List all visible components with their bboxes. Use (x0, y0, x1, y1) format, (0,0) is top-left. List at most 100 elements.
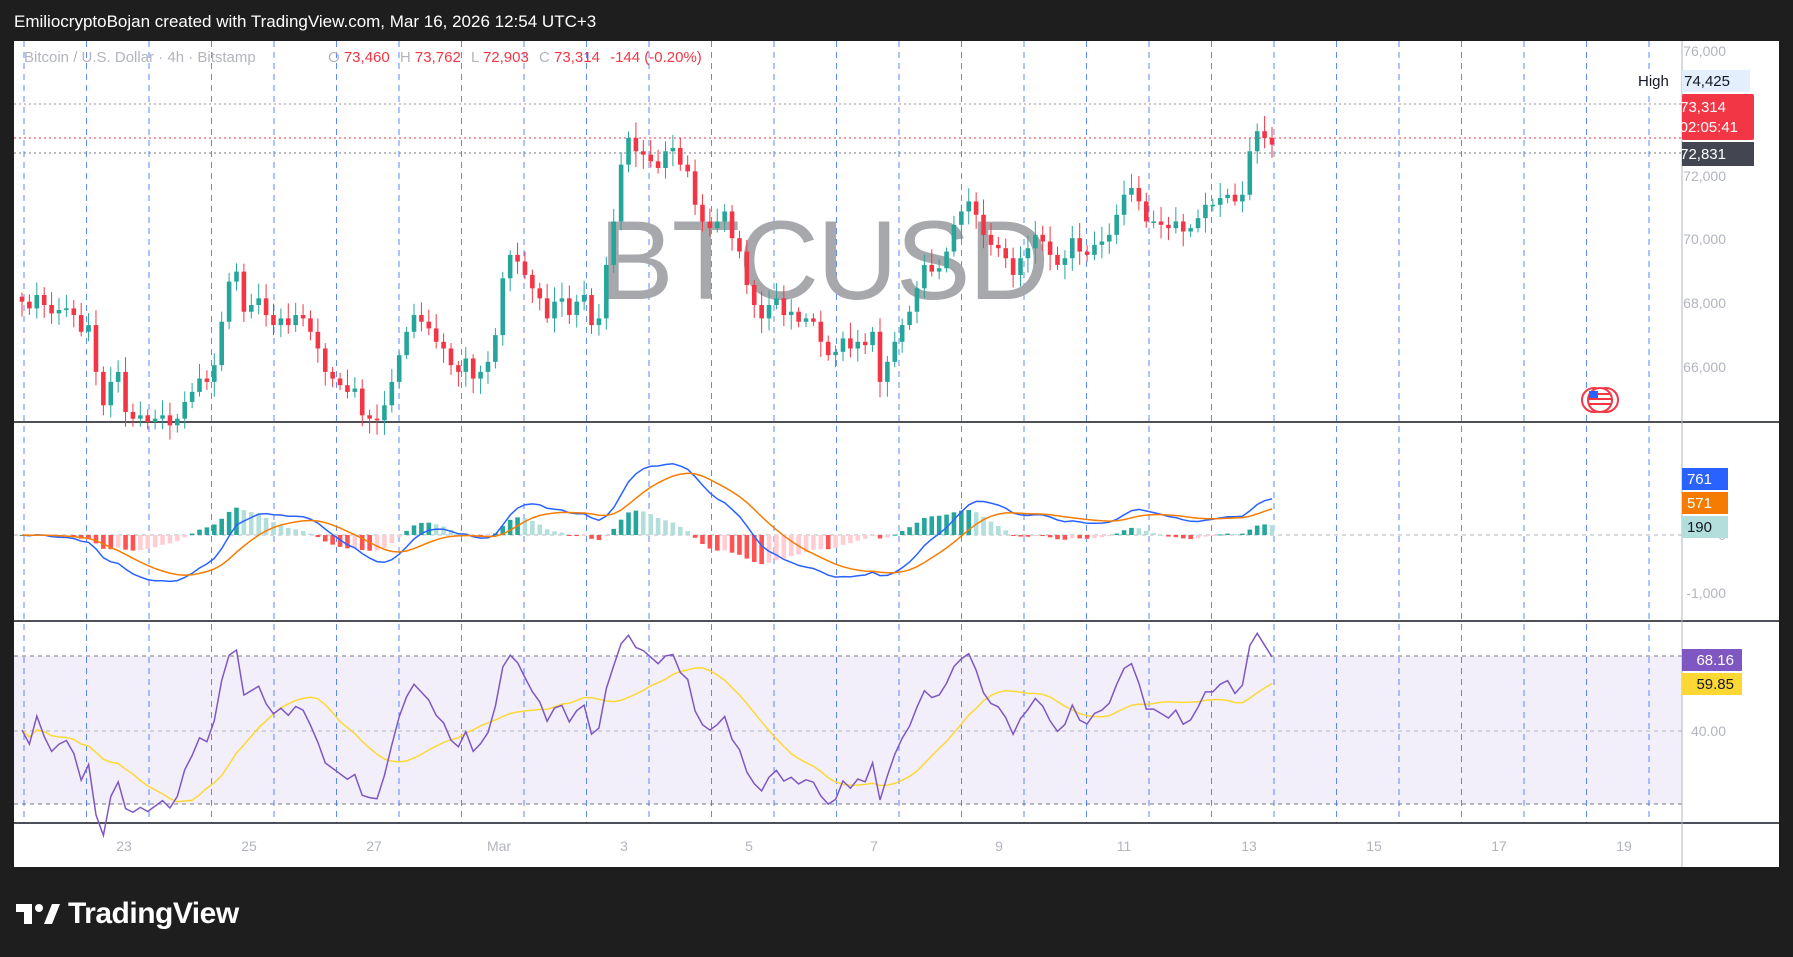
svg-text:O 73,460 H: O 73,460 H 73,762 L 72,903 C 73,314 -144… (328, 49, 702, 66)
macd-histogram-bar (1136, 528, 1142, 535)
candle-body (1151, 221, 1156, 223)
candle-body (419, 315, 424, 322)
candle-body (692, 171, 698, 205)
candle-body (1040, 234, 1046, 242)
price-tick: 72,000 (1683, 168, 1726, 184)
macd-histogram-bar (1254, 525, 1260, 535)
time-tick: 11 (1117, 838, 1132, 854)
candle-body (493, 335, 498, 362)
time-tick: 17 (1491, 838, 1507, 854)
macd-histogram-bar (714, 535, 720, 551)
candle-body (167, 415, 173, 426)
macd-histogram-bar (537, 524, 543, 535)
rsi-line (21, 631, 1273, 839)
candle-body (507, 254, 513, 279)
macd-histogram-bar (1084, 535, 1090, 539)
candle-body (1247, 151, 1253, 195)
candle-body (315, 331, 321, 349)
macd-histogram-bar (870, 535, 875, 536)
price-tick: 70,000 (1683, 231, 1726, 247)
time-tick: 19 (1616, 838, 1632, 854)
candle-body (855, 341, 861, 349)
candle-body (1217, 198, 1223, 205)
macd-histogram-bar (737, 535, 742, 555)
time-tick: 23 (116, 838, 132, 854)
high-badge: High 74,425 (1632, 70, 1750, 92)
candle-body (78, 315, 84, 332)
macd-histogram-bar (759, 535, 764, 565)
us-flag-icon[interactable] (1581, 387, 1619, 413)
tradingview-logo-icon (16, 904, 60, 924)
macd-histogram-bar (1040, 535, 1046, 536)
candle-body (522, 261, 528, 275)
candle-body (618, 164, 624, 222)
macd-histogram-bar (352, 535, 358, 549)
vertical-grid (23, 41, 1650, 823)
candle-body (951, 224, 957, 252)
last-price-badge: 73,314 02:05:41 (1680, 94, 1754, 140)
candle-body (263, 298, 269, 316)
candle-body (256, 298, 261, 306)
candle-body (530, 274, 535, 289)
rsi-ma-line (21, 667, 1273, 803)
candle-body (899, 325, 905, 342)
macd-histogram-bar (922, 517, 927, 535)
candlestick-series[interactable] (19, 116, 1275, 440)
candle-body (278, 318, 284, 326)
rsi-value-badge: 68.16 (1682, 649, 1742, 671)
macd-histogram-bar (1143, 530, 1149, 535)
macd-histogram-bar (1269, 525, 1275, 535)
candle-body (308, 318, 313, 332)
macd-histogram-bar (130, 535, 136, 551)
candle-body (463, 358, 469, 372)
macd-line (21, 463, 1273, 583)
macd-histogram-bar (744, 535, 750, 559)
macd-histogram-bar (182, 535, 188, 538)
candle-body (27, 301, 32, 309)
candle-body (811, 318, 816, 322)
candle-body (271, 315, 276, 326)
countdown-value: 02:05:41 (1680, 119, 1738, 136)
macd-histogram-bar (263, 517, 269, 535)
time-tick: 7 (870, 838, 878, 854)
symbol-legend[interactable]: Bitcoin / U.S. Dollar · 4h · Bitstamp O … (24, 49, 702, 66)
tradingview-logo[interactable]: TradingView (16, 897, 239, 931)
macd-histogram-bar (685, 531, 690, 535)
symbol-description[interactable]: Bitcoin / U.S. Dollar · 4h · Bitstamp (24, 49, 256, 66)
candle-body (655, 161, 661, 168)
candle-body (1136, 188, 1142, 202)
high-badge-label: High (1638, 73, 1669, 90)
candle-body (744, 251, 750, 285)
time-axis[interactable]: 23 25 27 Mar 3 5 7 9 11 13 15 17 19 (116, 838, 1632, 854)
candle-body (885, 361, 890, 382)
candle-body (862, 341, 868, 346)
candle-body (108, 381, 114, 406)
macd-histogram-bar (448, 529, 454, 535)
candle-body (944, 251, 949, 269)
candle-body (729, 211, 735, 239)
macd-histogram-bar (877, 535, 883, 539)
low-marker-badge: 72,831 (1680, 142, 1754, 166)
macd-histogram-bar (729, 535, 735, 553)
candle-body (404, 331, 409, 356)
macd-histogram-bar (1025, 535, 1031, 537)
candle-body (1232, 194, 1238, 202)
candle-body (833, 351, 838, 356)
candle-body (677, 147, 683, 165)
candle-body (411, 315, 417, 332)
macd-histogram-bar (293, 529, 298, 535)
candle-body (1158, 221, 1164, 225)
macd-histogram-bar (604, 535, 609, 536)
price-axis[interactable]: 76,000 72,000 70,000 68,000 66,000 (1683, 43, 1726, 375)
macd-histogram-bar (1188, 535, 1193, 539)
macd-histogram-bar (1010, 535, 1016, 536)
macd-histogram-bar (322, 535, 328, 542)
chart-canvas[interactable]: BTCUSD Bitcoin / U.S. Dollar · 4h · Bits… (14, 41, 1779, 867)
chart-area[interactable]: BTCUSD Bitcoin / U.S. Dollar · 4h · Bits… (14, 41, 1779, 867)
candle-body (234, 271, 239, 282)
candle-body (1121, 194, 1127, 215)
candle-body (322, 348, 328, 372)
price-tick: 68,000 (1683, 295, 1726, 311)
candle-body (1173, 221, 1179, 229)
macd-histogram-bar (308, 533, 313, 535)
